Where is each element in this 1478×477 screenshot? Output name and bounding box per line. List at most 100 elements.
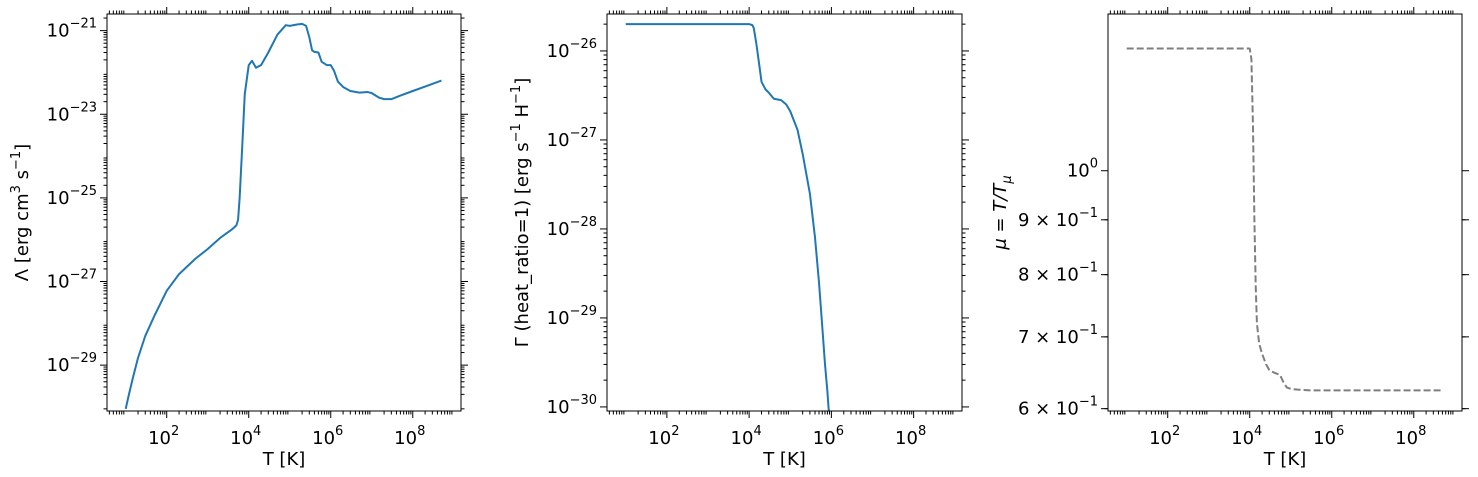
x-tick-label-exponent: 2 [671, 424, 679, 439]
y-tick-label-base: 10 [47, 272, 70, 293]
y-tick-label-base: 8 × 10 [1018, 265, 1079, 286]
x-tick-label: 104 [731, 424, 762, 449]
y-tick-label-exponent: −1 [1079, 261, 1098, 276]
y-tick-label-base: 10 [547, 219, 570, 240]
y-tick-label-exponent: −29 [70, 351, 97, 366]
x-tick-label-base: 10 [1231, 428, 1254, 449]
y-tick-label-exponent: −25 [70, 184, 97, 199]
y-tick-label-exponent: −27 [570, 126, 597, 141]
y-axis-label: μ = T/Tμ [990, 175, 1015, 250]
y-axis-label-part: Λ [erg cm [12, 193, 33, 281]
y-tick-label-exponent: −23 [70, 100, 97, 115]
y-axis-label: Λ [erg cm3 s−1] [9, 144, 33, 281]
x-tick-label-exponent: 4 [753, 424, 761, 439]
x-tick-label-base: 10 [148, 428, 171, 449]
x-axis-label: T [K] [1263, 449, 1307, 470]
x-tick-label-exponent: 8 [417, 424, 425, 439]
y-tick-label-base: 10 [47, 188, 70, 209]
y-tick-label: 10−29 [47, 351, 97, 376]
series-line-heating [625, 23, 830, 412]
y-tick-label-base: 9 × 10 [1018, 210, 1079, 231]
x-tick-label: 102 [648, 424, 679, 449]
y-tick-label-base: 10 [47, 104, 70, 125]
x-tick-label-base: 10 [1395, 428, 1418, 449]
y-tick-label: 10−25 [47, 184, 97, 209]
y-tick-label-base: 10 [547, 130, 570, 151]
y-tick-label: 10−28 [547, 215, 597, 240]
x-tick-label-base: 10 [731, 428, 754, 449]
x-tick-label-base: 10 [1149, 428, 1172, 449]
series-line-mu [1126, 47, 1443, 392]
y-tick-label-exponent: −1 [1079, 395, 1098, 410]
y-axis-label-part: H [512, 104, 533, 123]
y-tick-label-base: 10 [547, 41, 570, 62]
x-tick-label-exponent: 8 [1418, 424, 1426, 439]
x-tick-label: 102 [1149, 424, 1180, 449]
y-tick-label: 10−30 [547, 393, 597, 418]
y-tick-label-base: 10 [47, 355, 70, 376]
y-tick-label-exponent: −21 [70, 17, 97, 32]
x-tick-label: 108 [1395, 424, 1426, 449]
series-line-cooling [124, 22, 442, 410]
x-tick-label-exponent: 2 [171, 424, 179, 439]
y-tick-label-base: 10 [1067, 161, 1090, 182]
y-tick-label-exponent: 0 [1090, 157, 1098, 172]
y-tick-label-base: 10 [547, 397, 570, 418]
y-tick-label: 10−26 [547, 37, 597, 62]
y-tick-label-exponent: −27 [70, 268, 97, 283]
y-axis-label-part: −1 [509, 123, 524, 142]
x-tick-label-base: 10 [230, 428, 253, 449]
x-tick-label: 104 [230, 424, 261, 449]
x-tick-label-base: 10 [895, 428, 918, 449]
x-tick-label-base: 10 [648, 428, 671, 449]
y-axis-label-part: 3 [9, 185, 24, 193]
x-tick-label-base: 10 [312, 428, 335, 449]
x-tick-label-exponent: 4 [1254, 424, 1262, 439]
y-tick-label: 8 × 10−1 [1018, 261, 1098, 286]
y-tick-label: 100 [1067, 157, 1098, 182]
y-tick-label-exponent: −28 [570, 215, 597, 230]
y-axis-label-part: ] [12, 144, 33, 151]
y-tick-label: 7 × 10−1 [1018, 323, 1098, 348]
minor-ticks [1104, 10, 1466, 415]
y-tick-label-exponent: −29 [570, 304, 597, 319]
x-tick-label-exponent: 6 [335, 424, 343, 439]
x-tick-label-exponent: 2 [1172, 424, 1180, 439]
y-tick-label: 10−23 [47, 100, 97, 125]
y-tick-label: 10−27 [547, 126, 597, 151]
plot-frame [106, 13, 462, 412]
y-tick-label: 10−29 [547, 304, 597, 329]
x-tick-label: 108 [394, 424, 425, 449]
y-tick-label-exponent: −1 [1079, 206, 1098, 221]
y-tick-label-base: 6 × 10 [1018, 399, 1079, 420]
x-tick-label: 104 [1231, 424, 1262, 449]
y-tick-label: 10−27 [47, 268, 97, 293]
x-tick-label-exponent: 6 [836, 424, 844, 439]
x-tick-label: 106 [312, 424, 343, 449]
y-tick-label: 6 × 10−1 [1018, 395, 1098, 420]
y-axis-label-part: Γ (heat_ratio=1) [erg s [512, 142, 533, 347]
x-tick-label-exponent: 6 [1336, 424, 1344, 439]
x-tick-label-base: 10 [394, 428, 417, 449]
x-axis-label: T [K] [762, 449, 806, 470]
y-axis-label-part: μ = T/T [990, 182, 1011, 251]
y-axis-label-part: ] [512, 78, 533, 85]
y-tick-label-exponent: −30 [570, 393, 597, 408]
minor-ticks [103, 10, 465, 415]
y-tick-label-base: 7 × 10 [1018, 327, 1079, 348]
x-tick-label: 102 [148, 424, 179, 449]
y-axis-label-part: −1 [9, 151, 24, 170]
x-tick-label: 106 [813, 424, 844, 449]
x-tick-label-exponent: 4 [253, 424, 261, 439]
y-tick-label-exponent: −26 [570, 37, 597, 52]
x-tick-label: 106 [1313, 424, 1344, 449]
minor-ticks [603, 10, 966, 415]
x-tick-label-base: 10 [813, 428, 836, 449]
y-tick-label-exponent: −1 [1079, 323, 1098, 338]
x-tick-label-base: 10 [1313, 428, 1336, 449]
y-axis-label: Γ (heat_ratio=1) [erg s−1 H−1] [509, 78, 533, 347]
plot-frame [1107, 13, 1463, 412]
